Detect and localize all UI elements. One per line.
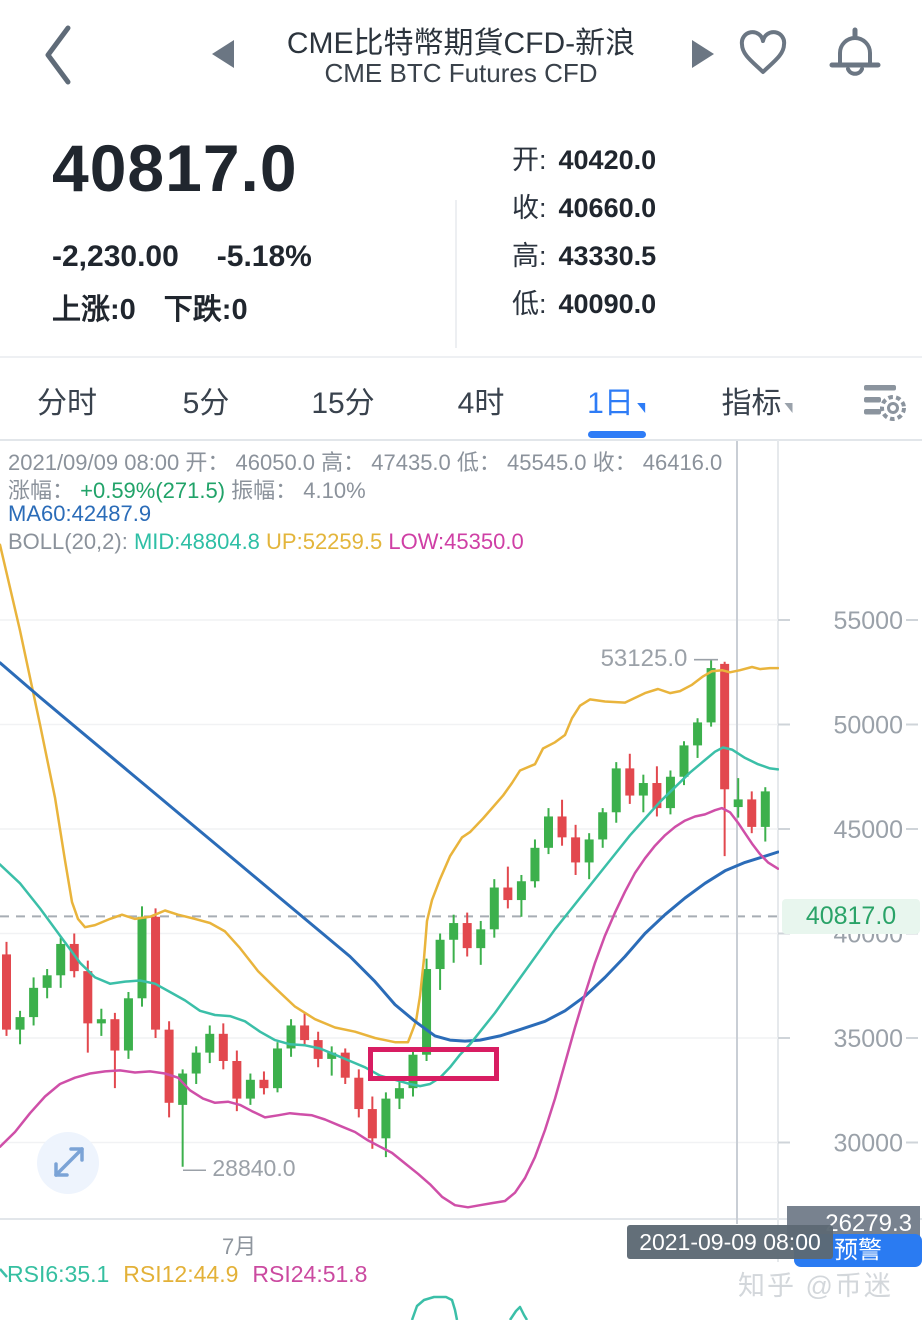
caret-down-icon: [784, 403, 793, 413]
current-price-label: 40817.0: [782, 899, 920, 934]
low-annotation: — 28840.0: [183, 1155, 296, 1181]
rsi-curve: [410, 1295, 459, 1320]
price-change: -2,230.00: [52, 240, 179, 273]
caret-down-icon: [636, 403, 645, 413]
y-axis-label: 55000: [833, 607, 903, 635]
y-axis-label: 45000: [833, 816, 903, 844]
price-change-pct: -5.18%: [216, 240, 312, 273]
close-row: 收: 40660.0: [512, 193, 657, 223]
legend-change-line: 涨幅： +0.59%(271.5) 振幅： 4.10%: [8, 478, 366, 503]
expand-arrows-icon: [54, 1147, 84, 1177]
rsi6-value: RSI6:35.1: [7, 1261, 110, 1287]
advancers-decliners: 上涨:0 下跌:0: [52, 286, 276, 328]
tab-5分[interactable]: 5分: [182, 387, 230, 420]
prev-symbol-icon[interactable]: [210, 38, 236, 70]
page-title: CME比特幣期貨CFD-新浪: [286, 27, 636, 60]
tab-指标[interactable]: 指标: [722, 378, 793, 422]
quote-divider: [455, 200, 457, 348]
tab-分时[interactable]: 分时: [37, 387, 97, 420]
back-icon[interactable]: [40, 24, 80, 88]
highlight-annotation-box: [368, 1047, 499, 1081]
low-row: 低: 40090.0: [512, 289, 657, 319]
active-tab-underline: [588, 431, 646, 438]
rsi24-value: RSI24:51.8: [252, 1261, 368, 1287]
tab-15分[interactable]: 15分: [311, 387, 375, 420]
legend-boll-line: BOLL(20,2): MID:48804.8 UP:52259.5 LOW:4…: [8, 529, 524, 554]
x-axis-month-label: 7月: [222, 1234, 257, 1259]
ohlc-panel: 开: 40420.0 收: 40660.0 高: 43330.5 低: 40090.0: [512, 136, 656, 328]
candles-layer: [0, 543, 779, 1209]
y-axis-label: 50000: [833, 712, 903, 740]
fullscreen-expand-button[interactable]: [37, 1132, 99, 1194]
rsi-curve: [508, 1305, 529, 1320]
high-annotation: 53125.0 —: [600, 645, 718, 672]
rsi-curve: [0, 1268, 8, 1278]
advancers: 上涨:0: [52, 294, 136, 326]
legend-ohlc-line: 2021/09/09 08:00 开： 46050.0 高： 47435.0 低…: [8, 450, 723, 475]
tab-1日[interactable]: 1日: [587, 378, 645, 422]
alert-bell-icon[interactable]: [828, 26, 882, 82]
watermark: 知乎 @币迷: [738, 1271, 893, 1301]
crosshair-date-tooltip: 2021-09-09 08:00: [627, 1225, 833, 1259]
rsi-legend: RSI6:35.1 RSI12:44.9 RSI24:51.8: [7, 1261, 381, 1288]
tab-4时[interactable]: 4时: [457, 387, 505, 420]
rsi12-value: RSI12:44.9: [123, 1261, 239, 1287]
decliners: 下跌:0: [163, 294, 248, 326]
last-price: 40817.0: [52, 131, 298, 205]
open-row: 开: 40420.0: [512, 145, 657, 175]
y-axis-label: 35000: [833, 1025, 903, 1053]
page-subtitle: CME BTC Futures CFD: [324, 58, 598, 88]
chart-settings-icon[interactable]: [862, 380, 908, 426]
next-symbol-icon[interactable]: [690, 38, 716, 70]
high-row: 高: 43330.5: [512, 241, 657, 271]
y-axis-label: 30000: [833, 1130, 903, 1158]
favorite-heart-icon[interactable]: [738, 30, 788, 78]
legend-ma-line: MA60:42487.9: [8, 501, 152, 526]
price-change-row: -2,230.00 -5.18%: [52, 240, 350, 274]
